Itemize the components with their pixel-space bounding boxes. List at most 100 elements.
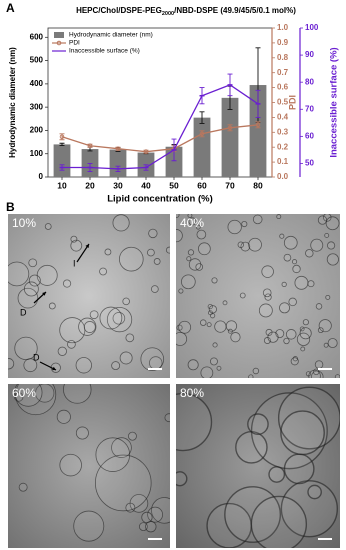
vesicle xyxy=(99,267,107,276)
vesicle xyxy=(111,437,132,458)
legend-label: PDI xyxy=(69,40,80,47)
vesicle xyxy=(307,280,315,288)
marker xyxy=(255,122,261,128)
legend-label: Hydrodynamic diameter (nm) xyxy=(69,32,153,39)
vesicle xyxy=(187,359,199,371)
vesicle xyxy=(15,384,57,416)
vesicle xyxy=(314,360,324,369)
vesicle xyxy=(299,327,312,340)
vesicle xyxy=(222,300,228,306)
vesicle xyxy=(63,384,92,404)
vesicle xyxy=(318,319,332,333)
y-tick-label: 0 xyxy=(39,172,44,181)
vesicle xyxy=(327,338,338,349)
annotation: D xyxy=(20,307,27,317)
vesicle xyxy=(268,466,286,483)
vesicle xyxy=(288,297,297,307)
y2-tick-label: 0.7 xyxy=(277,68,289,77)
vesicle xyxy=(200,366,214,378)
vesicles xyxy=(8,214,170,374)
y-tick-label: 400 xyxy=(30,79,44,88)
vesicle xyxy=(106,306,133,333)
vesicle xyxy=(300,346,306,352)
bar xyxy=(221,97,239,177)
vesicle xyxy=(252,214,263,225)
vesicle xyxy=(178,320,192,334)
x-tick-label: 70 xyxy=(225,180,235,190)
micrograph xyxy=(8,214,170,378)
vesicle xyxy=(292,264,301,274)
vesicle xyxy=(323,342,329,348)
vesicle xyxy=(28,274,41,287)
line xyxy=(61,124,259,153)
vesicle xyxy=(216,365,222,371)
bar xyxy=(249,85,267,177)
line xyxy=(62,84,259,170)
y2-tick-label: 0.2 xyxy=(277,142,289,151)
vesicle xyxy=(325,294,331,300)
y2-tick-label: 1.0 xyxy=(277,23,289,32)
vesicle xyxy=(48,302,56,310)
vesicle xyxy=(62,279,72,288)
y-tick-label: 200 xyxy=(30,126,44,135)
panel-label: B xyxy=(6,200,15,214)
arrow-head xyxy=(85,244,89,248)
vesicle xyxy=(44,223,52,230)
title-part: HEPC/Chol/DSPE-PEG xyxy=(76,6,162,15)
vesicle xyxy=(18,482,28,492)
vesicle xyxy=(148,228,158,239)
vesicle xyxy=(99,306,123,330)
vesicle xyxy=(281,281,287,287)
vesicle xyxy=(57,346,67,356)
y2-tick-label: 0.5 xyxy=(277,98,289,107)
image-label: 10% xyxy=(12,216,36,230)
vesicle xyxy=(112,214,130,232)
vesicle xyxy=(310,238,324,252)
vesicle xyxy=(94,454,152,512)
vesicle xyxy=(239,292,246,299)
vesicles xyxy=(14,384,170,542)
x-tick-label: 60 xyxy=(197,180,207,190)
vesicle xyxy=(235,431,268,464)
vesicle xyxy=(186,256,192,262)
vesicle xyxy=(283,253,292,262)
vesicle xyxy=(89,310,99,320)
legend-swatch xyxy=(54,32,64,38)
vesicle xyxy=(252,367,260,375)
y2-tick-label: 0.1 xyxy=(277,157,289,166)
annotation: D xyxy=(33,352,40,362)
vesicle xyxy=(75,357,92,374)
vesicle xyxy=(17,287,39,309)
vesicle xyxy=(59,453,82,477)
vesicle xyxy=(247,413,269,435)
micrograph xyxy=(176,384,340,548)
vesicle xyxy=(279,233,285,239)
arrow-head xyxy=(42,292,46,296)
vesicle xyxy=(176,332,188,346)
x-tick-label: 50 xyxy=(169,180,179,190)
chart-title: HEPC/Chol/DSPE-PEG2000/NBD-DSPE (49.9/45… xyxy=(76,6,296,17)
micrograph xyxy=(176,214,340,378)
image-label: 40% xyxy=(180,216,204,230)
vesicle xyxy=(28,258,38,268)
vesicle xyxy=(8,358,15,370)
vesicle xyxy=(225,320,238,332)
bar xyxy=(193,117,211,177)
image-label: 80% xyxy=(180,386,204,400)
vesicle xyxy=(125,333,135,343)
y2-tick-label: 0.9 xyxy=(277,38,289,47)
vesicle xyxy=(95,437,131,472)
vesicle xyxy=(317,327,324,334)
vesicle xyxy=(227,328,233,334)
bar xyxy=(53,144,71,177)
x-tick-label: 10 xyxy=(57,180,67,190)
vesicle xyxy=(165,246,170,254)
vesicle xyxy=(138,522,148,531)
vesicle xyxy=(302,319,309,326)
vesicle xyxy=(283,453,315,485)
vesicle xyxy=(199,319,207,326)
vesicle xyxy=(280,410,325,456)
y3-axis-title: Inaccessible surface (%) xyxy=(329,47,340,157)
vesicle xyxy=(248,237,262,252)
vesicle xyxy=(261,265,274,278)
